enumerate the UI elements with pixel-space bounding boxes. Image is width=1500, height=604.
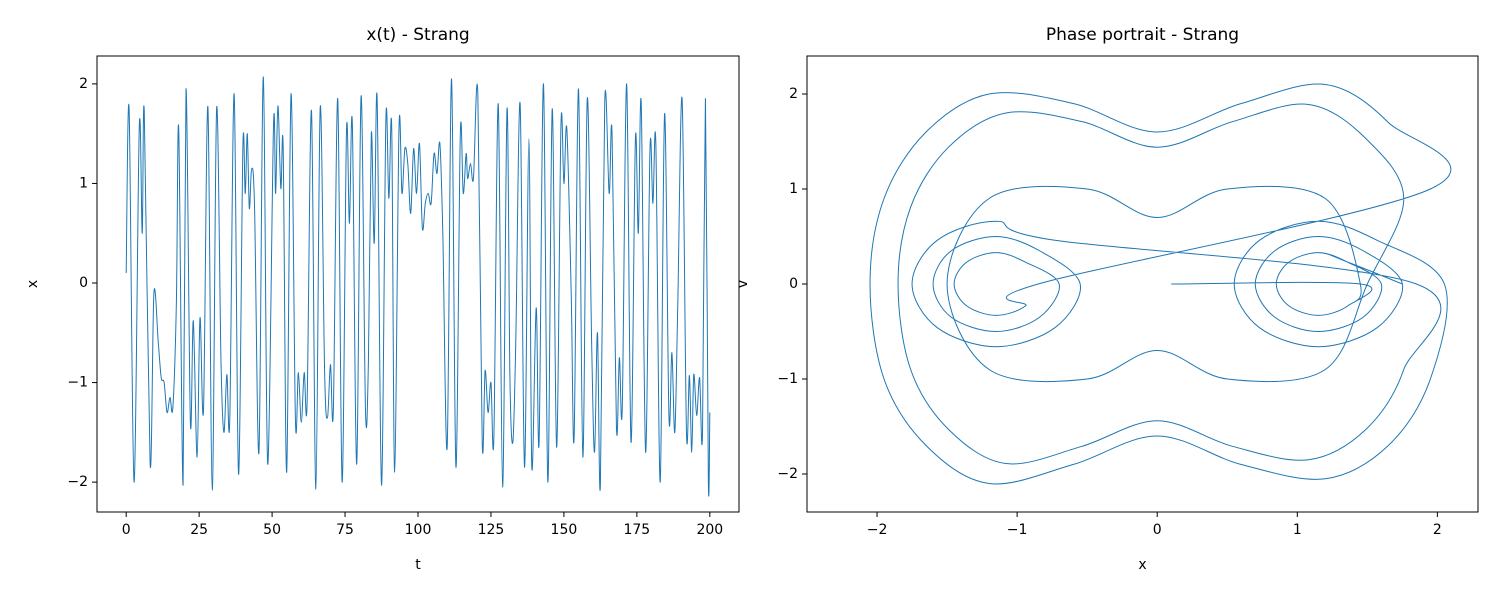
y-tick-label: −2 — [777, 466, 798, 482]
x-tick-label: 100 — [405, 522, 432, 538]
x-tick-label: 1 — [1293, 522, 1302, 538]
y-tick-label: 2 — [79, 76, 88, 92]
y-tick-label: 0 — [789, 276, 798, 292]
x-tick-label: 25 — [190, 522, 208, 538]
y-tick-label: 0 — [79, 275, 88, 291]
axes-frame — [96, 55, 740, 513]
axes-frame — [806, 55, 1479, 513]
x-tick-label: 0 — [122, 522, 131, 538]
data-line — [125, 76, 711, 497]
y-tick-label: −1 — [67, 375, 88, 391]
x-tick-label: 50 — [263, 522, 281, 538]
x-axis-label: x — [1138, 557, 1146, 573]
x-tick-label: 125 — [478, 522, 505, 538]
chart-title: x(t) - Strang — [366, 25, 469, 45]
x-tick-label: −1 — [1007, 522, 1028, 538]
chart-title: Phase portrait - Strang — [1046, 25, 1239, 45]
x-tick-label: 150 — [551, 522, 578, 538]
x-tick-label: 2 — [1433, 522, 1442, 538]
y-tick-label: 1 — [789, 181, 798, 197]
x-tick-label: −2 — [867, 522, 888, 538]
y-tick-label: −1 — [777, 371, 798, 387]
x-tick-label: 0 — [1153, 522, 1162, 538]
x-axis-label: t — [415, 557, 421, 573]
y-tick-label: 1 — [79, 175, 88, 191]
y-axis-label: v — [735, 280, 751, 288]
y-tick-label: −2 — [67, 474, 88, 490]
y-tick-label: 2 — [789, 86, 798, 102]
data-line — [869, 83, 1452, 485]
x-tick-label: 75 — [336, 522, 354, 538]
y-axis-label: x — [25, 280, 41, 288]
x-tick-label: 200 — [696, 522, 723, 538]
x-tick-label: 175 — [623, 522, 650, 538]
